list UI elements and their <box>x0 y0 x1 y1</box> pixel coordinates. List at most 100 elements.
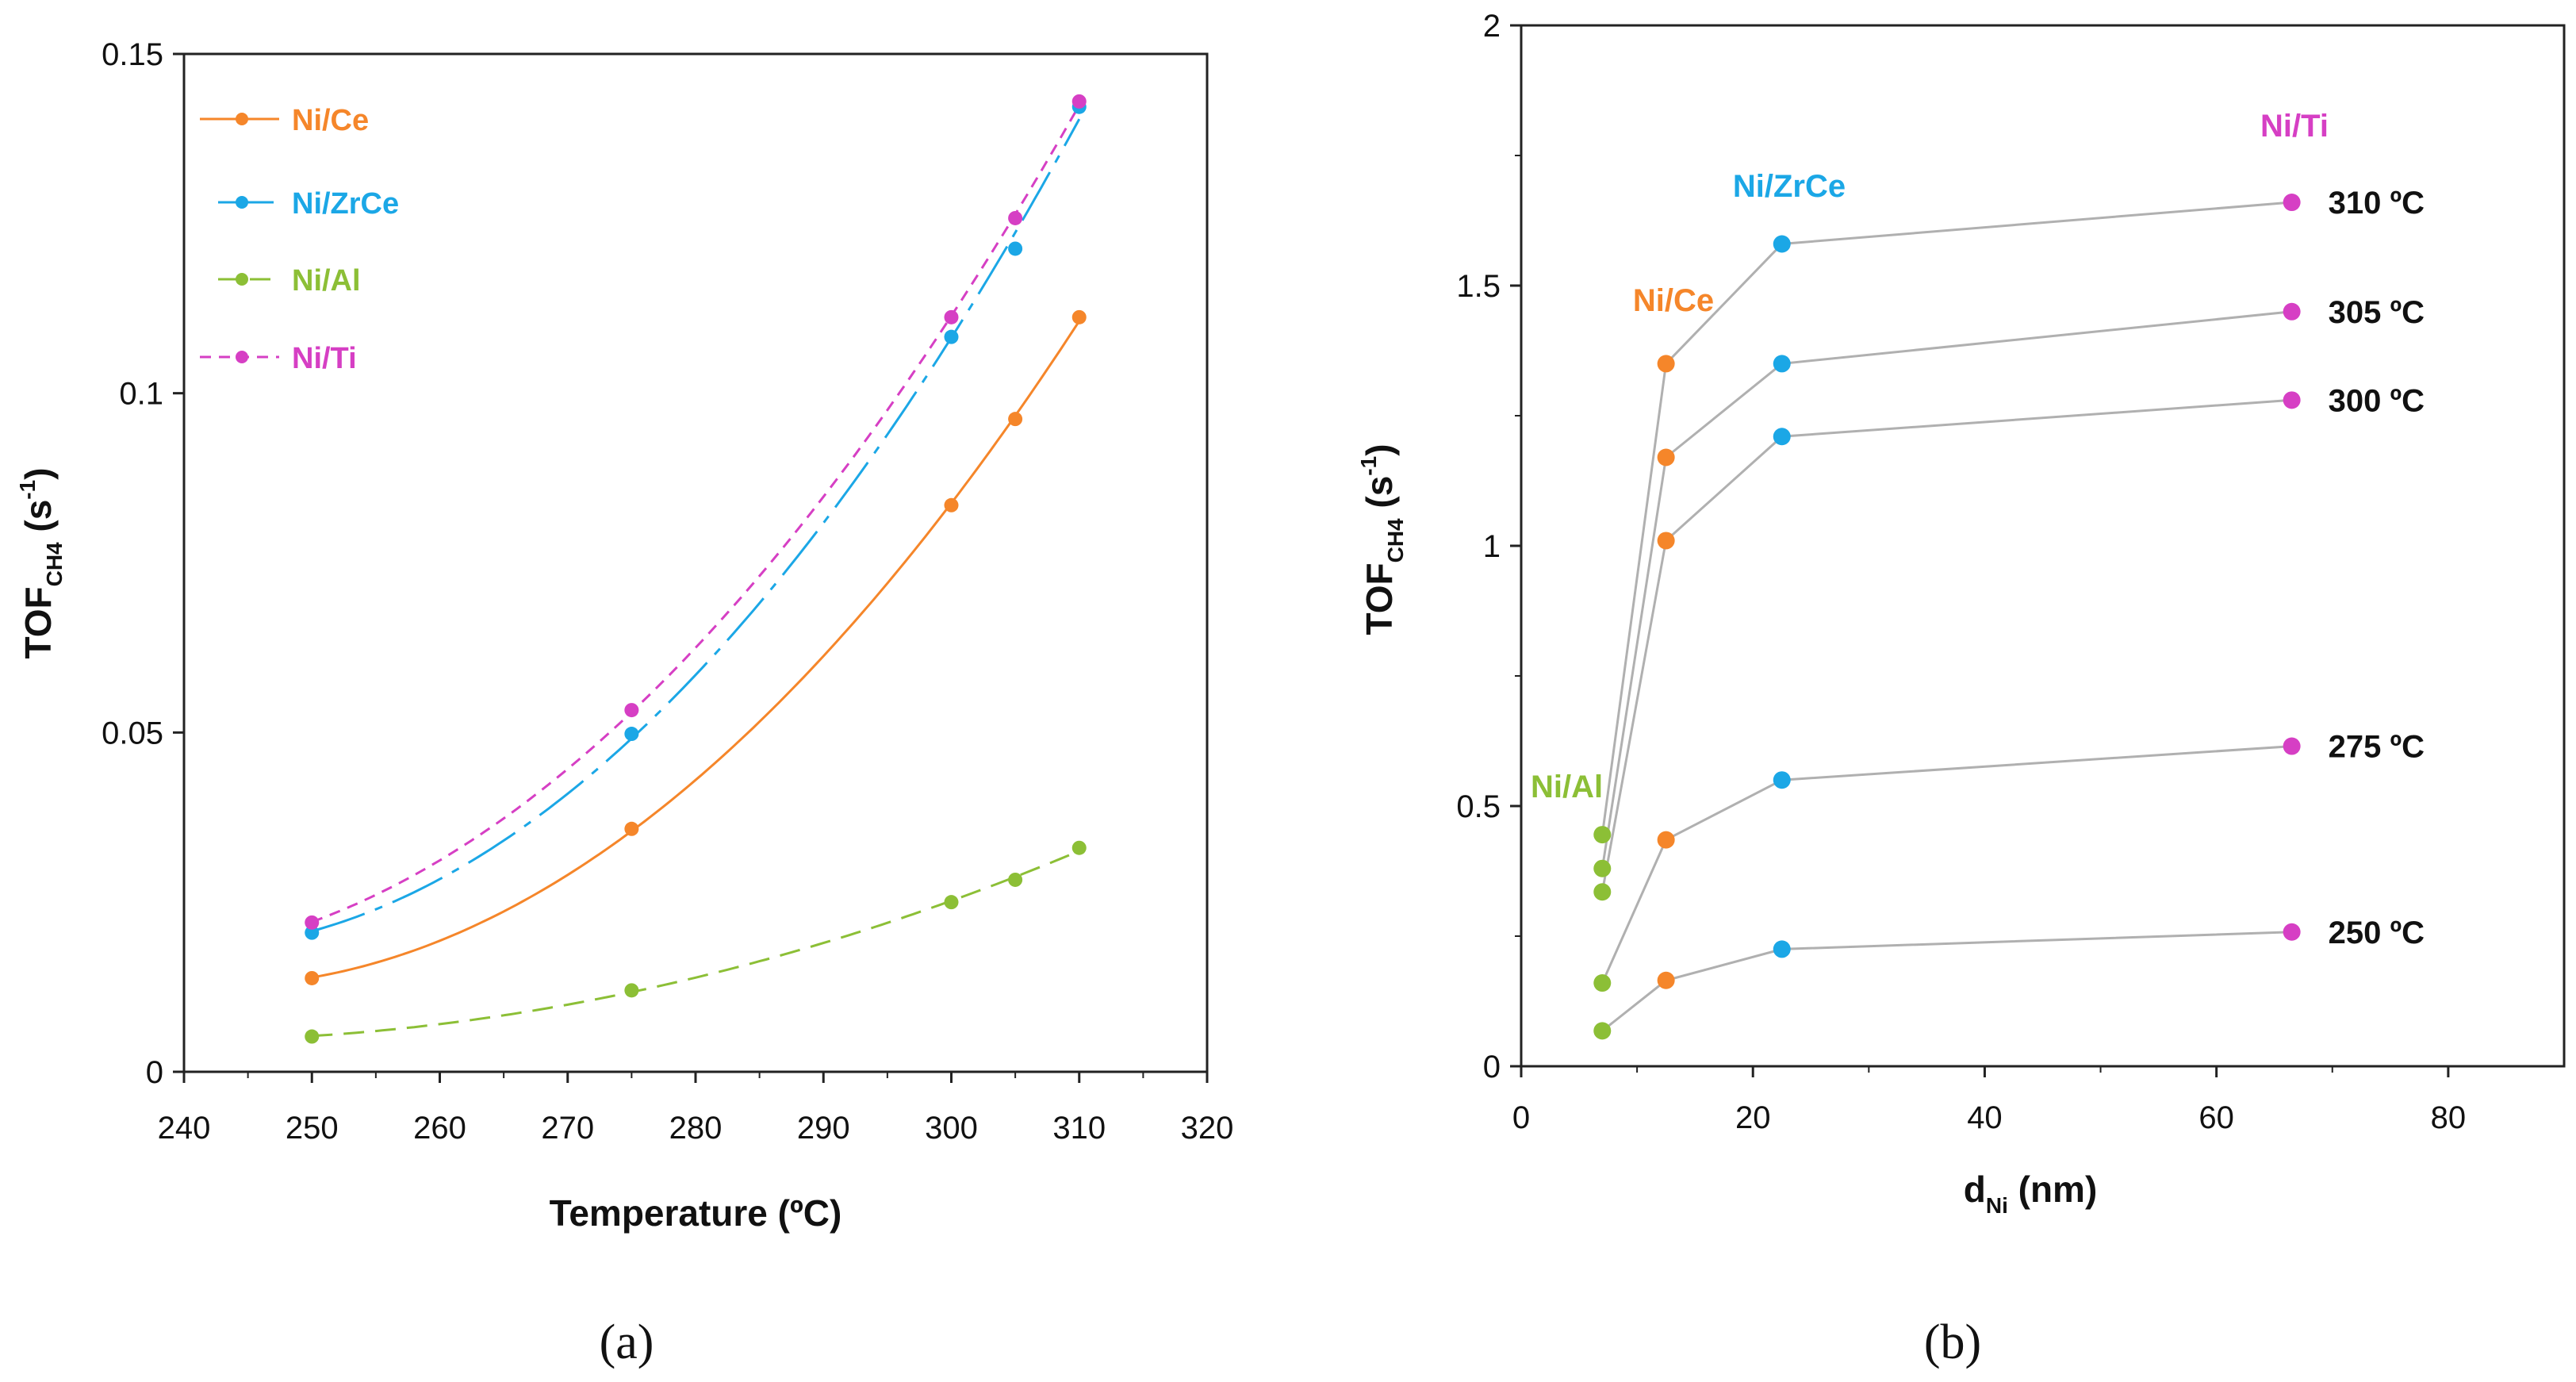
a-point-ni-al <box>944 895 959 910</box>
a-x-axis-label: Temperature (ºC) <box>550 1192 842 1234</box>
panel-a-caption: (a) <box>600 1315 654 1369</box>
a-x-tick-label: 260 <box>413 1111 466 1146</box>
b-point-ni-zrce <box>1773 355 1791 373</box>
b-line-250-c <box>1601 931 2292 1032</box>
b-point-ni-zrce <box>1773 235 1791 253</box>
a-legend-marker-ni-ce <box>236 113 248 125</box>
b-point-ni-al <box>1593 826 1612 844</box>
b-y-tick-label: 1 <box>1483 529 1501 564</box>
a-point-ni-al <box>624 983 639 998</box>
b-line-275-c <box>1600 745 2292 984</box>
b-point-ni-ti <box>2283 391 2301 409</box>
a-legend-marker-ni-ti <box>236 351 248 363</box>
panel-a-curves <box>311 104 1081 1038</box>
b-point-ni-al <box>1593 859 1612 877</box>
panel-a-ticks: 240 250 260 270 280 290 300 310 320 0 0.05 0.1 0.15 <box>102 37 1233 1146</box>
a-point-ni-ti <box>624 703 639 718</box>
a-y-tick-label: 0.15 <box>102 37 163 72</box>
panel-b-lines <box>1600 201 2292 1032</box>
b-point-ni-al <box>1593 974 1612 992</box>
b-catalyst-label-ni-al: Ni/Al <box>1531 770 1603 804</box>
b-point-ni-zrce <box>1773 428 1791 446</box>
a-point-ni-ti <box>1071 94 1087 109</box>
b-x-axis-label: dNi (nm) <box>1964 1169 2098 1218</box>
b-point-ni-ce <box>1657 355 1675 373</box>
b-point-ni-al <box>1593 883 1612 901</box>
a-x-tick-label: 310 <box>1052 1111 1106 1146</box>
a-x-tick-label: 280 <box>669 1111 723 1146</box>
a-curve-ni-zrce <box>311 118 1081 933</box>
a-point-ni-al <box>305 1029 320 1044</box>
a-point-ni-ce <box>305 970 320 985</box>
b-point-ni-ti <box>2283 923 2301 941</box>
a-curve-ni-ce <box>312 320 1081 979</box>
b-point-ni-ce <box>1657 532 1675 550</box>
a-x-tick-label: 250 <box>286 1111 339 1146</box>
b-point-ni-zrce <box>1773 940 1791 958</box>
b-y-axis-label: TOFCH4 (s-1) <box>1356 443 1408 635</box>
b-temp-label: 305 ºC <box>2329 295 2425 330</box>
b-x-tick-label: 40 <box>1967 1100 2003 1135</box>
panel-b-caption: (b) <box>1924 1315 1981 1369</box>
a-legend-label-ni-zrce: Ni/ZrCe <box>292 187 399 221</box>
b-catalyst-label-ni-zrce: Ni/ZrCe <box>1733 169 1846 204</box>
panel-a-legend: Ni/Ce Ni/ZrCe Ni/Al Ni/Ti <box>200 104 399 375</box>
b-x-tick-label: 0 <box>1512 1100 1530 1135</box>
a-point-ni-zrce <box>624 727 639 742</box>
b-temp-label: 300 ºC <box>2329 383 2425 418</box>
a-point-ni-al <box>1071 840 1087 855</box>
a-y-axis-label: TOFCH4 (s-1) <box>15 467 67 658</box>
b-line-305-c <box>1600 310 2292 869</box>
b-point-ni-ce <box>1657 831 1675 849</box>
a-point-ni-zrce <box>305 925 320 940</box>
b-line-300-c <box>1600 398 2292 893</box>
a-curve-ni-ti <box>311 104 1081 923</box>
a-point-ni-al <box>1008 872 1023 887</box>
a-x-tick-label: 300 <box>925 1111 978 1146</box>
b-point-ni-ti <box>2283 302 2301 321</box>
b-temp-label: 275 ºC <box>2329 730 2425 765</box>
panel-b-annotations: 310 ºC 305 ºC 300 ºC 275 ºC 250 ºC Ni/Al Ni/Ce… <box>1531 109 2425 950</box>
b-point-ni-ce <box>1657 971 1675 989</box>
panel-b-points <box>1593 194 2301 1040</box>
b-y-tick-label: 2 <box>1483 9 1501 44</box>
a-point-ni-zrce <box>1008 241 1023 256</box>
b-point-ni-ti <box>2283 194 2301 212</box>
a-legend-label-ni-al: Ni/Al <box>292 264 361 298</box>
b-point-ni-ti <box>2283 737 2301 755</box>
panel-b: 0 20 40 60 80 0 0.5 1 1.5 2 310 ºC 305 ºC 300 ºC 275… <box>1356 9 2566 1369</box>
b-catalyst-label-ni-ti: Ni/Ti <box>2260 109 2329 144</box>
a-point-ni-ce <box>624 821 639 836</box>
b-point-ni-al <box>1593 1022 1612 1040</box>
a-legend-label-ni-ce: Ni/Ce <box>292 104 369 137</box>
b-temp-label: 310 ºC <box>2329 186 2425 221</box>
a-legend-marker-ni-zrce <box>236 196 248 209</box>
a-point-ni-ce <box>1071 309 1087 324</box>
a-point-ni-ti <box>944 309 959 324</box>
b-x-tick-label: 80 <box>2431 1100 2467 1135</box>
a-point-ni-zrce <box>944 329 959 344</box>
a-legend-label-ni-ti: Ni/Ti <box>292 342 357 375</box>
b-point-ni-ce <box>1657 448 1675 466</box>
a-curve-ni-al <box>312 850 1080 1038</box>
b-y-tick-label: 1.5 <box>1456 269 1501 304</box>
b-point-ni-zrce <box>1773 771 1791 789</box>
b-y-tick-label: 0 <box>1483 1050 1501 1084</box>
panel-b-ticks: 0 20 40 60 80 0 0.5 1 1.5 2 <box>1456 9 2466 1135</box>
b-x-tick-label: 60 <box>2198 1100 2234 1135</box>
a-legend-marker-ni-al <box>236 273 248 286</box>
a-point-ni-ti <box>1008 210 1023 225</box>
b-y-tick-label: 0.5 <box>1456 789 1501 824</box>
b-temp-label: 250 ºC <box>2329 916 2425 950</box>
a-y-tick-label: 0 <box>146 1055 163 1090</box>
panel-a: 240 250 260 270 280 290 300 310 32000.050.10.15 … <box>15 37 1233 1369</box>
a-x-tick-label: 320 <box>1181 1111 1234 1146</box>
b-line-310-c <box>1600 201 2292 835</box>
a-x-tick-label: 240 <box>158 1111 211 1146</box>
a-point-ni-ti <box>305 915 320 930</box>
a-point-ni-ce <box>944 497 959 512</box>
a-point-ni-ce <box>1008 412 1023 427</box>
a-x-tick-label: 290 <box>797 1111 850 1146</box>
plot-b-frame <box>1520 24 2566 1068</box>
